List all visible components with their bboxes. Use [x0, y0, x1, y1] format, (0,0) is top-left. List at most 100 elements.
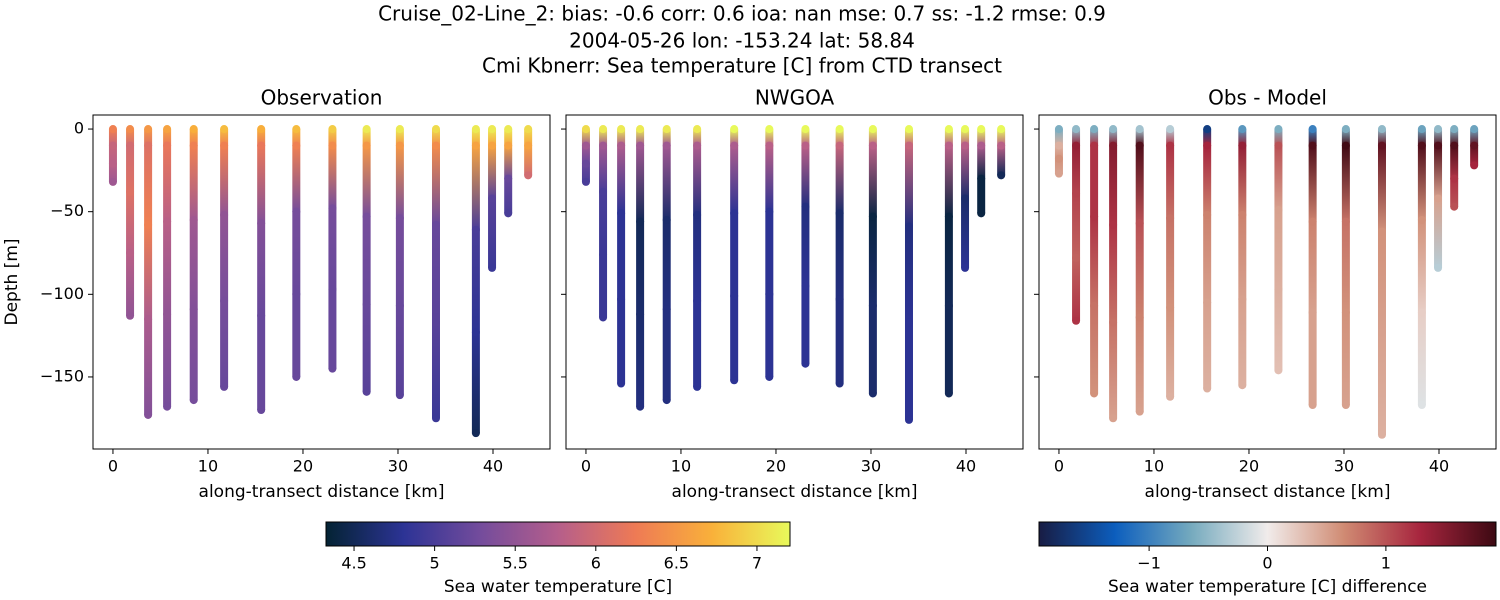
profile-segment [163, 129, 172, 146]
sample-point [1450, 174, 1459, 183]
sample-point [1109, 141, 1118, 150]
colorbar-segment [480, 522, 559, 546]
profile-segment [1470, 129, 1479, 146]
profile-segment [868, 305, 877, 394]
profile-segment [904, 129, 913, 146]
x-tick-label: 10 [1144, 457, 1164, 476]
sample-point [693, 141, 702, 150]
sample-point [1109, 125, 1118, 134]
profile-segment [662, 129, 671, 146]
profile-segment [581, 145, 590, 164]
profile-segment [471, 332, 480, 434]
axes-frame [1038, 114, 1497, 450]
x-tick-label: 30 [861, 457, 881, 476]
colorbar-tick-label: 1 [1381, 554, 1391, 573]
sample-point [126, 187, 135, 196]
profile-segment [220, 129, 229, 146]
sample-point [163, 402, 172, 411]
sample-point [1341, 125, 1350, 134]
sample-point [1470, 141, 1479, 150]
sample-point [1238, 210, 1247, 219]
sample-point [144, 410, 153, 419]
sample-point [662, 215, 671, 224]
profile-segment [835, 213, 844, 300]
sample-point [189, 125, 198, 134]
sample-point [599, 141, 608, 150]
sample-point [1135, 219, 1144, 228]
suptitle-line: Cruise_02-Line_2: bias: -0.6 corr: 0.6 i… [378, 2, 1106, 26]
sample-point [126, 311, 135, 320]
sample-point [292, 372, 301, 381]
colorbar-tick-label: 5.5 [502, 554, 527, 573]
sample-point [504, 174, 513, 183]
sample-point [220, 296, 229, 305]
sample-point [1377, 125, 1386, 134]
profile-segment [617, 213, 626, 300]
sample-point [1377, 141, 1386, 150]
sample-point [944, 125, 953, 134]
sample-point [163, 141, 172, 150]
sample-point [1203, 210, 1212, 219]
sample-point [801, 282, 810, 291]
profile-segment [1450, 178, 1459, 207]
sample-point [617, 125, 626, 134]
profile-segment [220, 300, 229, 387]
sample-point [730, 141, 739, 150]
sample-point [904, 318, 913, 327]
sample-point [1072, 125, 1081, 134]
profile-segment [1417, 145, 1426, 220]
sample-point [1166, 125, 1175, 134]
profile-segment [1135, 129, 1144, 146]
profile-segment [581, 163, 590, 182]
profile-segment [257, 145, 266, 224]
profile-segment [524, 145, 533, 176]
profile-segment [1238, 299, 1247, 386]
sample-point [961, 194, 970, 203]
sample-point [662, 305, 671, 314]
profile-segment [944, 216, 953, 306]
sample-point [1274, 141, 1283, 150]
sample-point [904, 125, 913, 134]
sample-point [471, 141, 480, 150]
sample-point [395, 141, 404, 150]
sample-point [1417, 401, 1426, 410]
sample-point [581, 177, 590, 186]
profile-segment [144, 129, 153, 146]
axes-frame [92, 114, 551, 450]
profile-segment [431, 322, 440, 419]
profile-segment [1090, 216, 1099, 306]
profile-segment [328, 289, 337, 369]
sample-point [488, 263, 497, 272]
x-tick-label: 10 [671, 457, 691, 476]
profile-segment [1166, 218, 1175, 308]
sample-point [431, 414, 440, 423]
sample-point [504, 141, 513, 150]
sample-point [961, 141, 970, 150]
sample-point [1470, 161, 1479, 170]
sample-point [1377, 430, 1386, 439]
sample-point [1135, 313, 1144, 322]
profile-segment [1054, 129, 1063, 146]
profile-segment [488, 198, 497, 268]
colorbar-tick-label: 5 [430, 554, 440, 573]
profile-segment [1238, 129, 1247, 146]
sample-point [1054, 125, 1063, 134]
sample-point [944, 141, 953, 150]
sample-point [1274, 206, 1283, 215]
sample-point [599, 313, 608, 322]
sample-point [977, 209, 986, 218]
profile-segment [1434, 129, 1443, 146]
profile-segment [765, 294, 774, 377]
colorbar-frame [325, 521, 791, 547]
profile-segment [1054, 158, 1063, 174]
sample-point [362, 387, 371, 396]
sample-point [636, 402, 645, 411]
panel-title: Obs - Model [1208, 86, 1327, 110]
sample-point [504, 209, 513, 218]
profile-segment [1090, 305, 1099, 394]
sample-point [257, 405, 266, 414]
sample-point [868, 125, 877, 134]
profile-segment [1166, 307, 1175, 397]
profile-segment [868, 216, 877, 306]
sample-point [1377, 227, 1386, 236]
